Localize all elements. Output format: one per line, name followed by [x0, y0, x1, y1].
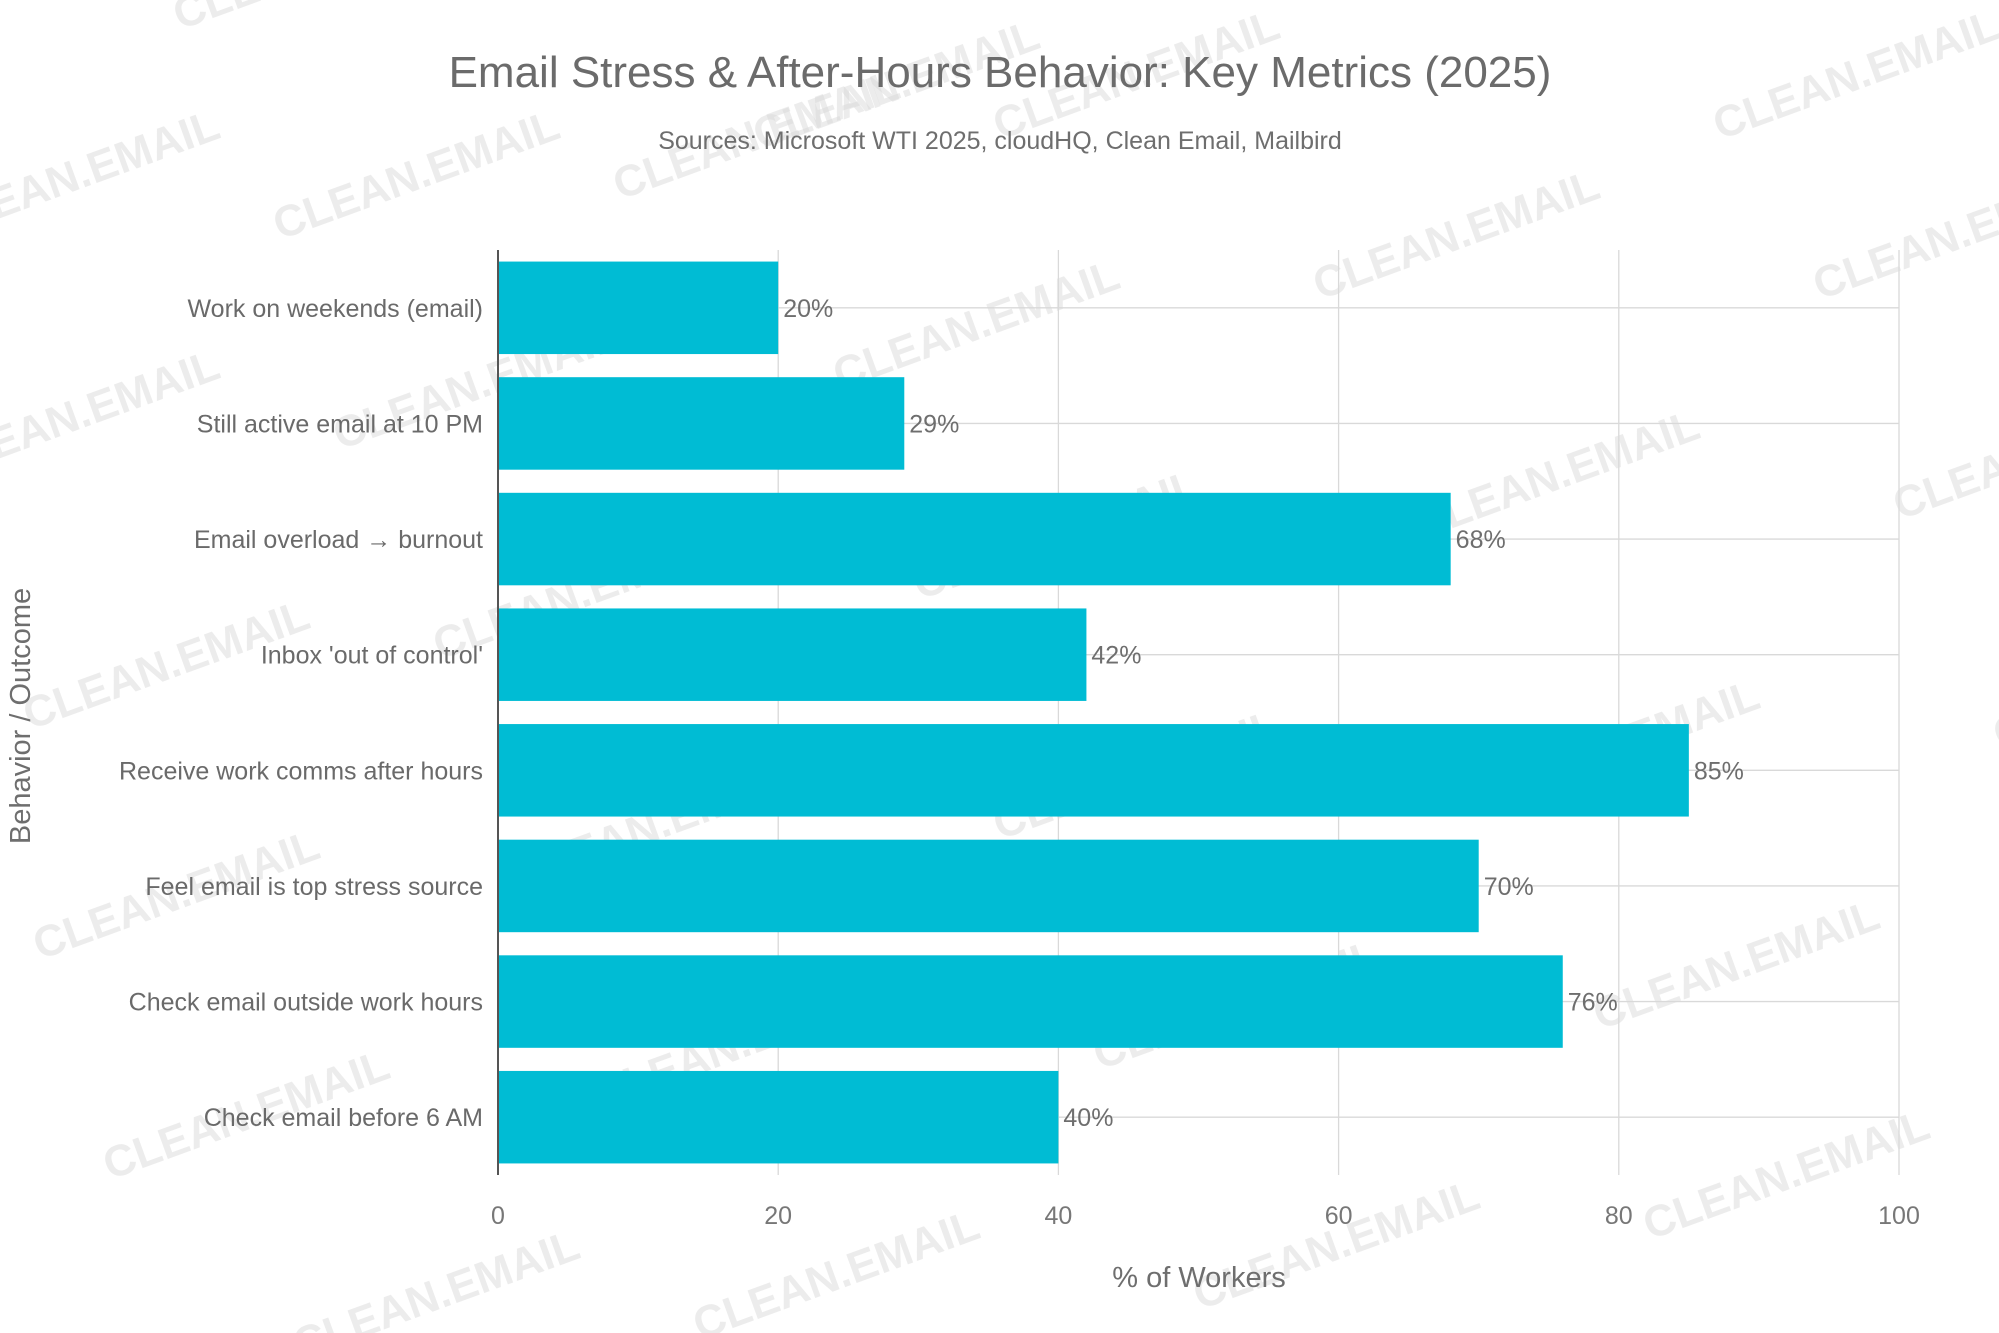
bar: [498, 261, 779, 355]
y-axis-title: Behavior / Outcome: [5, 588, 37, 844]
category-label: Receive work comms after hours: [119, 757, 483, 785]
category-labels: Work on weekends (email) Still active ema…: [119, 295, 483, 1132]
bar: [498, 839, 1479, 933]
watermark-text: CLEAN.EMAIL: [827, 251, 1126, 400]
watermark-text: CLEAN.EMAIL: [267, 101, 566, 250]
watermark-text: CLEAN.EMAIL: [167, 0, 466, 39]
value-label: 76%: [1568, 989, 1618, 1017]
bar: [498, 955, 1563, 1048]
x-tick-label: 20: [764, 1202, 792, 1230]
chart-subtitle: Sources: Microsoft WTI 2025, cloudHQ, Cl…: [658, 127, 1342, 155]
x-tick-label: 0: [491, 1202, 505, 1230]
category-label: Check email before 6 AM: [204, 1104, 483, 1132]
watermark-text: CLEAN.EMAIL: [1187, 1171, 1486, 1320]
watermark-text: CLEAN.EMAIL: [1887, 381, 1999, 530]
x-tick-label: 100: [1878, 1202, 1920, 1230]
bar: [498, 377, 905, 470]
watermark-text: CLEAN.EMAIL: [1807, 161, 1999, 310]
x-tick-label: 40: [1044, 1202, 1072, 1230]
value-label: 68%: [1456, 526, 1506, 554]
value-label: 42%: [1091, 642, 1141, 670]
bar: [498, 492, 1451, 586]
bar: [498, 608, 1087, 701]
watermark-text: CLEAN.EMAIL: [687, 1201, 986, 1333]
category-label: Inbox 'out of control': [261, 642, 483, 670]
bar: [498, 1070, 1059, 1164]
category-label: Check email outside work hours: [129, 989, 483, 1017]
category-label: Still active email at 10 PM: [197, 410, 483, 438]
category-label: Feel email is top stress source: [145, 873, 483, 901]
watermark-text: CLEAN.EMAIL: [287, 1221, 586, 1333]
bar: [498, 724, 1689, 817]
value-label: 70%: [1484, 873, 1534, 901]
bars: [498, 261, 1689, 1164]
value-labels: 20% 29% 68% 42% 85% 70% 76% 40%: [783, 295, 1744, 1132]
x-tick-labels: 0 20 40 60 80 100: [491, 1202, 1920, 1230]
watermark-text: CLEAN.EMAIL: [1307, 161, 1606, 310]
watermark-text: CLEAN.EMAIL: [1587, 891, 1886, 1040]
watermark-text: CLEAN.EMAIL: [0, 101, 226, 250]
value-label: 85%: [1694, 757, 1744, 785]
x-tick-label: 80: [1605, 1202, 1633, 1230]
chart-title: Email Stress & After-Hours Behavior: Key…: [449, 48, 1552, 97]
watermark-text: CLEAN.EMAIL: [1707, 1, 1999, 150]
watermark-text: CLEAN.EMAIL: [0, 341, 226, 490]
value-label: 29%: [909, 410, 959, 438]
value-label: 20%: [783, 295, 833, 323]
x-tick-label: 60: [1325, 1202, 1353, 1230]
watermark-text: CLEAN.EMAIL: [1987, 611, 1999, 760]
category-label: Email overload → burnout: [194, 526, 483, 554]
value-label: 40%: [1063, 1104, 1113, 1132]
x-axis-title: % of Workers: [1112, 1262, 1286, 1294]
category-label: Work on weekends (email): [188, 295, 483, 323]
